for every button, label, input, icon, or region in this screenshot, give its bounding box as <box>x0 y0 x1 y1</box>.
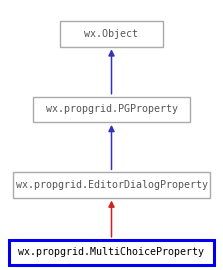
Text: wx.Object: wx.Object <box>85 29 138 39</box>
FancyBboxPatch shape <box>60 21 163 46</box>
Text: wx.propgrid.PGProperty: wx.propgrid.PGProperty <box>45 104 178 114</box>
Text: wx.propgrid.EditorDialogProperty: wx.propgrid.EditorDialogProperty <box>16 180 207 190</box>
FancyBboxPatch shape <box>13 172 210 198</box>
FancyBboxPatch shape <box>33 97 190 122</box>
Text: wx.propgrid.MultiChoiceProperty: wx.propgrid.MultiChoiceProperty <box>19 247 204 258</box>
FancyBboxPatch shape <box>9 240 214 265</box>
